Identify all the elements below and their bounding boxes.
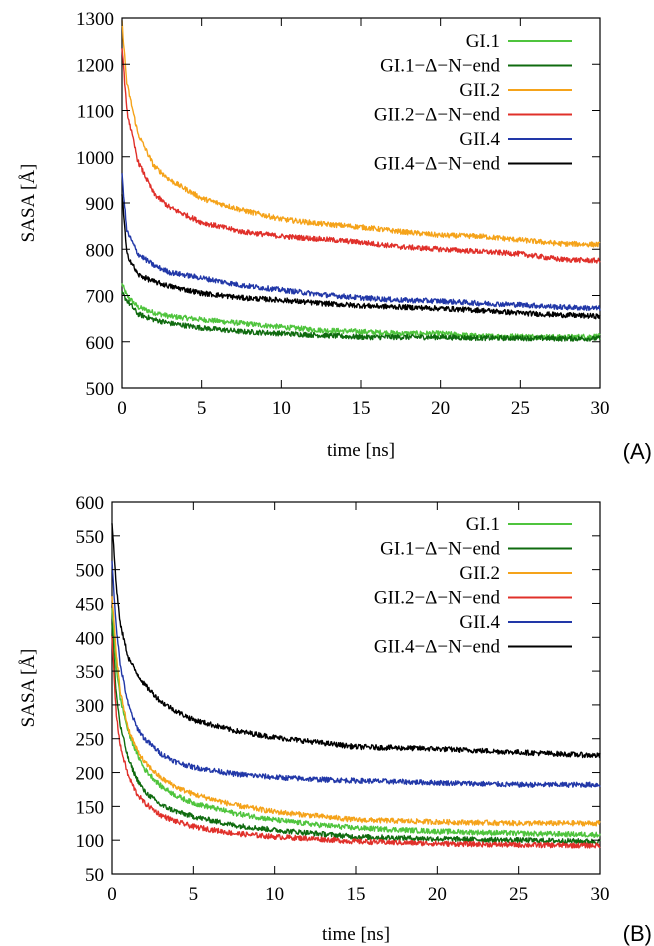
y-tick-label: 900 [86,194,115,215]
y-tick-label: 200 [76,764,105,785]
series-line [111,636,601,849]
y-tick-label: 1200 [76,55,114,76]
legend-label: GII.4 [459,612,500,633]
chart-panel-a: 500 600 700 800 900 1000 1100 1200 1300 0 5 10 15 20… [18,9,652,464]
x-tick-label: 5 [189,884,199,905]
series-line [121,48,601,264]
x-tick-label: 10 [272,398,291,419]
legend-label: GI.1 [466,31,500,52]
x-tick-label: 5 [197,398,207,419]
series-line [111,623,601,845]
y-tick-label: 800 [86,240,115,261]
y-axis-title: SASA [Å] [18,164,39,243]
x-axis-ticks: 0 5 10 15 20 25 30 [117,18,610,419]
panel-label: (B) [623,921,652,946]
y-tick-label: 600 [86,333,115,354]
series-line [121,194,601,320]
legend-label: GI.1 [466,514,500,535]
series-line [121,173,601,312]
y-axis-ticks: 500 600 700 800 900 1000 1100 1200 1300 [76,9,600,400]
y-axis-ticks: 50 100 150 200 250 300 350 400 450 500 550 600 [76,493,600,886]
y-tick-label: 1300 [76,9,114,30]
x-tick-label: 25 [509,884,528,905]
data-lines [121,20,601,342]
panel-label: (A) [623,439,652,464]
legend-label: GII.4−Δ−N−end [374,154,501,175]
y-axis-title: SASA [Å] [18,649,39,728]
y-tick-label: 600 [76,493,105,514]
y-tick-label: 400 [76,628,105,649]
y-tick-label: 700 [86,287,115,308]
legend-label: GII.4 [459,129,500,150]
y-tick-label: 150 [76,797,105,818]
x-tick-label: 25 [511,398,530,419]
x-tick-label: 0 [107,884,117,905]
y-tick-label: 50 [85,865,104,886]
x-tick-label: 10 [265,884,284,905]
series-line [111,607,601,838]
series-line [111,596,601,827]
x-tick-label: 20 [431,398,450,419]
x-tick-label: 15 [352,398,371,419]
y-tick-label: 250 [76,730,105,751]
series-line [111,560,601,788]
x-tick-label: 20 [428,884,447,905]
y-tick-label: 500 [86,379,115,400]
y-tick-label: 300 [76,696,105,717]
legend-label: GII.4−Δ−N−end [374,637,501,658]
series-line [111,523,601,759]
x-axis-title: time [ns] [322,924,390,945]
y-tick-label: 550 [76,527,105,548]
data-lines [111,523,601,849]
x-tick-label: 30 [591,884,610,905]
legend-label: GI.1−Δ−N−end [380,539,500,560]
y-tick-label: 350 [76,662,105,683]
legend: GI.1 GI.1−Δ−N−end GII.2 GII.2−Δ−N−end GII.4 G… [374,31,572,175]
chart-panel-b: 50 100 150 200 250 300 350 400 450 500 550 600 0 5 10… [18,493,652,946]
y-tick-label: 1000 [76,148,114,169]
x-axis-title: time [ns] [327,440,395,461]
y-tick-label: 500 [76,561,105,582]
legend-label: GII.2−Δ−N−end [374,588,501,609]
x-tick-label: 0 [117,398,127,419]
legend-label: GII.2−Δ−N−end [374,105,501,126]
y-tick-label: 100 [76,831,105,852]
series-line [121,20,601,248]
legend-label: GI.1−Δ−N−end [380,56,500,77]
y-tick-label: 1100 [77,102,114,123]
legend-label: GII.2 [459,563,500,584]
series-line [121,290,601,342]
legend-label: GII.2 [459,80,500,101]
y-tick-label: 450 [76,594,105,615]
legend: GI.1 GI.1−Δ−N−end GII.2 GII.2−Δ−N−end GII.4 G… [374,514,572,658]
x-tick-label: 15 [347,884,366,905]
x-tick-label: 30 [591,398,610,419]
x-axis-ticks: 0 5 10 15 20 25 30 [107,502,610,905]
